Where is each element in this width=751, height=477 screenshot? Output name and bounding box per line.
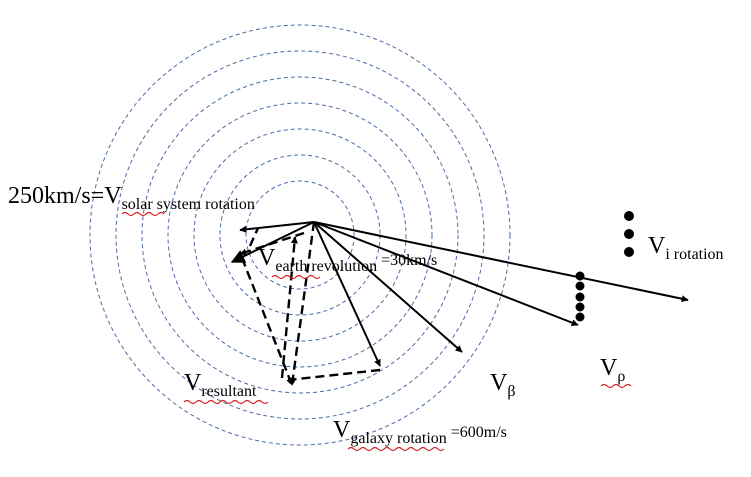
dot xyxy=(624,211,634,221)
vector-arrow-beta xyxy=(313,221,463,353)
dot xyxy=(624,247,634,257)
dot xyxy=(575,312,585,322)
dashed-arrow-f xyxy=(248,227,260,247)
dot xyxy=(624,229,634,239)
orbit-circle-6 xyxy=(115,50,485,420)
dot xyxy=(575,281,585,291)
dashed-construction xyxy=(239,221,381,386)
spellcheck-underline xyxy=(183,399,269,405)
dot xyxy=(575,302,585,312)
dot xyxy=(575,292,585,302)
label-galaxy-rotation: Vgalaxy rotation =600m/s xyxy=(333,417,507,447)
label-solar-system-rotation: 250km/s=Vsolar system rotation xyxy=(8,183,255,213)
solar-system-rotation-arrow xyxy=(239,221,315,233)
label-i-rotation: Vi rotation xyxy=(648,233,724,263)
vector-arrow-1 xyxy=(313,221,381,367)
spellcheck-underline xyxy=(600,383,632,389)
dashed-arrow-e xyxy=(239,231,305,256)
orbit-circle-3 xyxy=(193,128,407,342)
solid-vectors xyxy=(230,221,689,367)
orbit-circle-5 xyxy=(141,76,459,394)
spellcheck-underline xyxy=(121,211,165,217)
vector-arrow-rho xyxy=(313,221,579,326)
concentric-orbits xyxy=(89,24,511,446)
orbit-circle-4 xyxy=(167,102,433,368)
label-resultant: Vresultant xyxy=(184,370,257,400)
label-earth-revolution: Vearth revolution =30km/s xyxy=(258,245,437,275)
label-v-rho: Vρ xyxy=(600,355,625,385)
vector-arrow-i-rotation xyxy=(313,221,689,303)
label-v-beta: Vβ xyxy=(490,370,515,400)
orbit-circle-1 xyxy=(245,180,355,290)
spellcheck-underline xyxy=(271,274,321,280)
dashed-arrow-c xyxy=(287,368,381,383)
orbit-circle-7 xyxy=(89,24,511,446)
dots-i-rotation xyxy=(624,211,634,257)
dashed-arrow-d xyxy=(280,236,298,379)
dot xyxy=(575,271,585,281)
dots-rho xyxy=(575,271,585,322)
spellcheck-underline xyxy=(347,446,445,452)
